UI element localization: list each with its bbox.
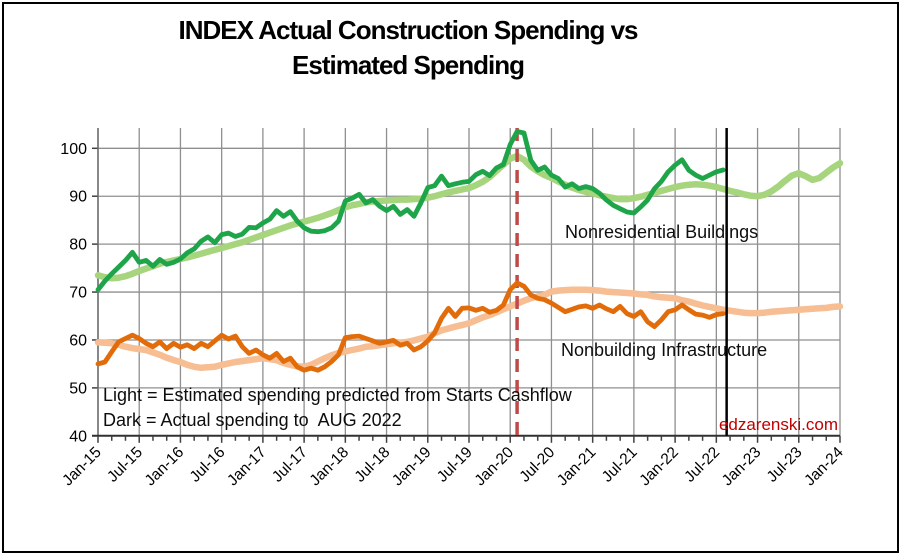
chart-title-line-1: INDEX Actual Construction Spending vs xyxy=(178,15,639,45)
x-tick-label: Jul-15 xyxy=(104,444,146,486)
x-tick-label: Jul-21 xyxy=(599,444,641,486)
y-tick-label: 40 xyxy=(69,428,87,445)
axes xyxy=(92,128,840,437)
y-axis-labels: 40 50 60 70 80 90 100 xyxy=(60,141,87,445)
x-tick-label: Jan-16 xyxy=(142,444,188,490)
x-tick-label: Jan-22 xyxy=(636,444,682,490)
y-tick-label: 50 xyxy=(69,380,87,397)
x-tick-label: Jul-22 xyxy=(681,444,723,486)
y-tick-label: 60 xyxy=(69,332,87,349)
chart-title-line-2: Estimated Spending xyxy=(292,50,525,81)
nonbuilding-infrastructure-label: Nonbuilding Infrastructure xyxy=(561,340,768,360)
x-tick-label: Jan-15 xyxy=(59,444,105,490)
site-watermark: edzarenski.com xyxy=(718,415,838,434)
y-tick-label: 100 xyxy=(60,141,87,158)
x-tick-label: Jan-21 xyxy=(554,444,600,490)
x-tick-label: Jul-20 xyxy=(516,444,558,486)
x-tick-label: Jan-17 xyxy=(224,444,270,490)
legend-light-text: Light = Estimated spending predicted fro… xyxy=(103,385,572,405)
x-tick-label: Jan-20 xyxy=(472,444,518,490)
series-actual-nonbuilding xyxy=(95,280,726,373)
y-tick-label: 80 xyxy=(69,237,87,254)
nonresidential-buildings-label: Nonresidential Buildings xyxy=(565,222,759,242)
x-axis-ticks xyxy=(97,435,841,443)
series-estimated-nonbuilding xyxy=(94,286,844,372)
legend-dark-text: Dark = Actual spending to AUG 2022 xyxy=(103,410,402,430)
series-estimated-nonresidential xyxy=(94,152,844,282)
x-tick-label: Jan-23 xyxy=(719,444,765,490)
x-tick-label: Jan-19 xyxy=(389,444,435,490)
x-tick-label: Jul-16 xyxy=(187,444,229,486)
x-tick-label: Jan-24 xyxy=(801,444,847,490)
x-tick-label: Jul-19 xyxy=(434,444,476,486)
x-tick-label: Jul-23 xyxy=(764,444,806,486)
series-actual-nonresidential xyxy=(95,129,726,293)
chart-title: INDEX Actual Construction Spending vs Es… xyxy=(0,13,816,83)
x-gridlines xyxy=(138,128,841,436)
y-tick-label: 70 xyxy=(69,285,87,302)
y-tick-label: 90 xyxy=(69,189,87,206)
x-tick-label: Jul-18 xyxy=(352,444,394,486)
x-tick-label: Jan-18 xyxy=(307,444,353,490)
x-tick-label: Jul-17 xyxy=(269,444,311,486)
